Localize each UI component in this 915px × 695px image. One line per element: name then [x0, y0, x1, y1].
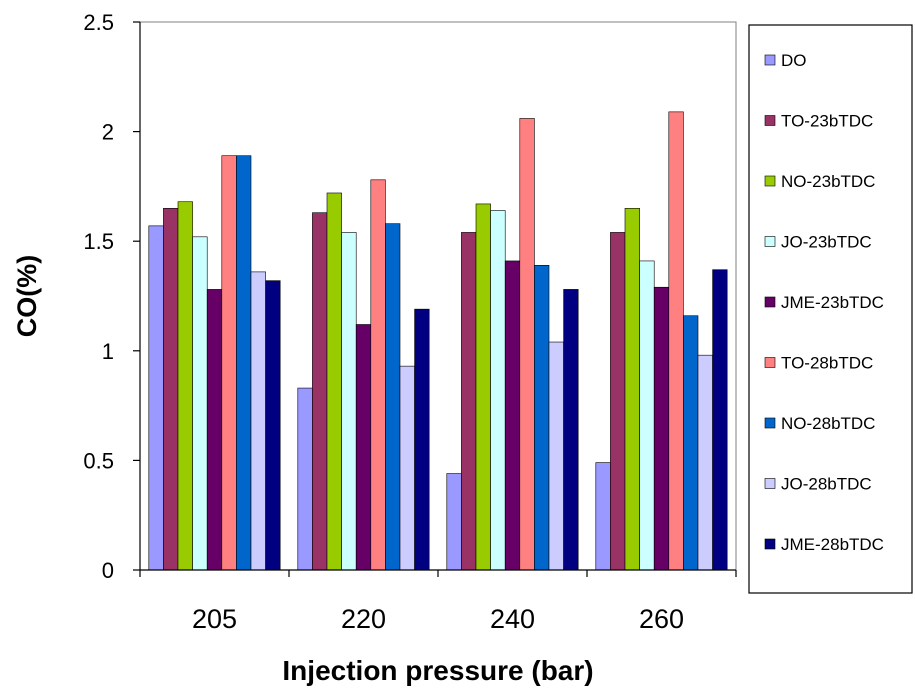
bar-do-240 — [446, 473, 462, 571]
bar-to-23btdc-240 — [461, 232, 477, 571]
bar-no-28btdc-205 — [236, 155, 252, 571]
legend-swatch-jo-28btdc — [764, 478, 776, 489]
legend-label-jme-23btdc: JME-23bTDC — [781, 293, 884, 312]
bar-to-23btdc-205 — [163, 208, 179, 571]
x-axis-title: Injection pressure (bar) — [282, 655, 593, 686]
legend-swatch-do — [764, 54, 776, 66]
legend: DO TO-23bTDC NO-23bTDC JO-23bTDC JME-23bTDC T… — [748, 24, 913, 594]
bar-jo-28btdc-240 — [548, 341, 564, 571]
bar-no-23btdc-260 — [624, 208, 640, 571]
bar-jme-28btdc-205 — [265, 280, 281, 571]
x-ticks-group: 205 220 240 260 — [139, 570, 737, 634]
legend-swatch-jo-23btdc — [764, 236, 776, 247]
y-tick-label: 0.5 — [83, 448, 114, 473]
bar-jo-28btdc-260 — [697, 354, 713, 571]
bar-to-28btdc-240 — [519, 118, 535, 571]
bar-to-23btdc-220 — [312, 212, 328, 571]
bar-to-28btdc-220 — [370, 179, 386, 571]
bar-no-28btdc-220 — [385, 223, 401, 571]
bar-jme-28btdc-240 — [563, 289, 579, 571]
bar-to-28btdc-205 — [221, 155, 237, 571]
bar-jo-23btdc-205 — [192, 236, 208, 571]
bar-jme-28btdc-220 — [414, 308, 430, 571]
legend-swatch-no-23btdc — [764, 175, 776, 187]
y-tick-label: 0 — [102, 558, 114, 583]
legend-label-no-23btdc: NO-23bTDC — [781, 172, 875, 191]
bar-jo-23btdc-220 — [341, 232, 357, 571]
legend-label-jme-28btdc: JME-28bTDC — [781, 535, 884, 554]
x-tick-label-240: 240 — [490, 604, 535, 634]
legend-swatch-to-28btdc — [764, 357, 776, 368]
legend-label-to-28btdc: TO-28bTDC — [781, 354, 873, 373]
bar-do-220 — [297, 387, 313, 571]
bar-to-23btdc-260 — [610, 232, 626, 571]
bar-do-205 — [148, 225, 164, 571]
bar-no-28btdc-240 — [534, 265, 550, 571]
bar-jo-28btdc-205 — [250, 271, 266, 571]
legend-label-to-23btdc: TO-23bTDC — [781, 112, 873, 131]
bar-no-28btdc-260 — [683, 315, 699, 571]
bar-to-28btdc-260 — [668, 111, 684, 571]
y-tick-label: 1.5 — [83, 229, 114, 254]
bar-jme-23btdc-240 — [504, 260, 521, 571]
legend-swatch-jme-28btdc — [764, 538, 776, 550]
legend-label-jo-28btdc: JO-28bTDC — [781, 475, 872, 494]
bar-jo-23btdc-260 — [639, 260, 655, 571]
bar-jo-23btdc-240 — [490, 210, 506, 571]
legend-swatch-no-28btdc — [764, 417, 776, 429]
legend-box — [748, 24, 913, 594]
bar-no-23btdc-220 — [326, 192, 342, 571]
bar-no-23btdc-205 — [177, 201, 193, 571]
bar-jme-23btdc-205 — [206, 289, 223, 571]
legend-label-no-28btdc: NO-28bTDC — [781, 414, 875, 433]
legend-label-jo-23btdc: JO-23bTDC — [781, 233, 872, 252]
y-ticks-group: 0 0.5 1 1.5 2 2.5 — [83, 10, 140, 583]
bars-group — [148, 111, 728, 571]
bar-jme-23btdc-260 — [653, 286, 670, 571]
bar-no-23btdc-240 — [475, 203, 491, 571]
y-tick-label: 1 — [102, 339, 114, 364]
bar-jo-28btdc-220 — [399, 365, 415, 571]
bar-jme-23btdc-220 — [355, 324, 372, 571]
legend-label-do: DO — [781, 51, 807, 70]
legend-swatch-jme-23btdc — [764, 296, 776, 308]
bar-jme-28btdc-260 — [712, 269, 728, 571]
bar-do-260 — [595, 462, 611, 571]
x-tick-label-220: 220 — [341, 604, 386, 634]
y-tick-label: 2.5 — [83, 10, 114, 35]
x-tick-label-260: 260 — [639, 604, 684, 634]
y-tick-label: 2 — [102, 120, 114, 145]
legend-swatch-to-23btdc — [764, 115, 776, 126]
y-axis-title: CO(%) — [12, 255, 42, 338]
x-tick-label-205: 205 — [192, 604, 237, 634]
